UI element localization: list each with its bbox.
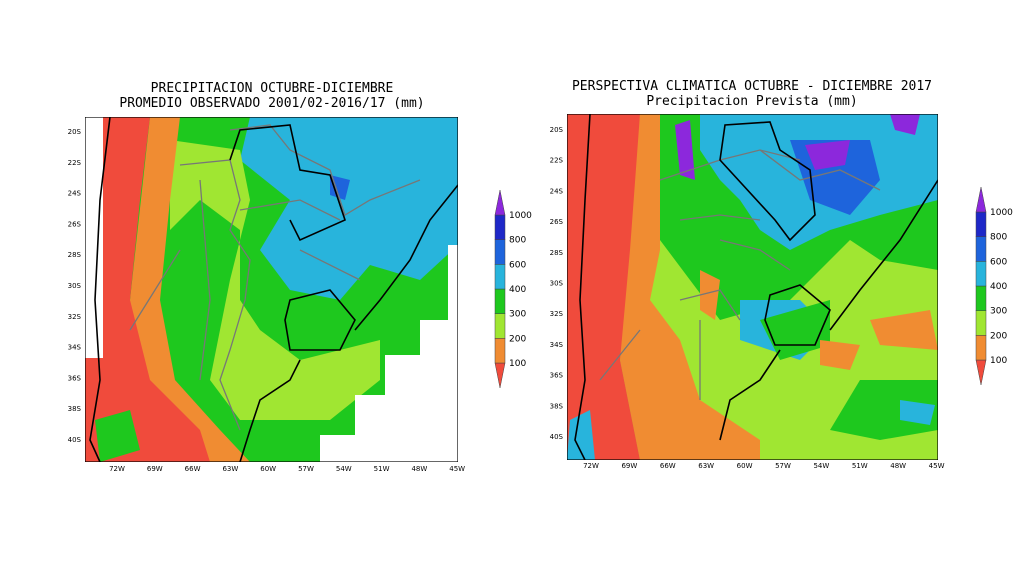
lat-label: 28S [550,249,564,257]
colorbar-segment [494,362,506,389]
colorbar-label: 100 [509,359,526,369]
lat-label: 36S [550,372,564,380]
colorbar-label: 200 [509,334,526,344]
lat-label: 40S [550,433,564,441]
colorbar-segment [975,211,987,237]
lat-label: 28S [68,251,82,259]
colorbar-segment [975,335,987,361]
colorbar-segment [975,236,987,262]
lon-label: 51W [852,462,868,470]
lon-label: 63W [698,462,714,470]
lon-label: 57W [298,465,314,473]
lon-label: 69W [147,465,163,473]
lon-label: 60W [737,462,753,470]
colorbar-segment [975,359,987,386]
map-subtitle: PROMEDIO OBSERVADO 2001/02-2016/17 (mm) [119,96,424,111]
map-title: PERSPECTIVA CLIMATICA OCTUBRE - DICIEMBR… [572,79,932,94]
lat-label: 20S [550,126,564,134]
lat-label: 24S [68,190,82,198]
lon-label: 48W [890,462,906,470]
colorbar-label: 400 [990,282,1007,292]
lat-label: 38S [68,405,82,413]
map-observed [85,117,458,462]
lat-label: 34S [68,344,82,352]
colorbar-segment [494,239,506,265]
lat-label: 40S [68,436,82,444]
colorbar-label: 400 [509,285,526,295]
lat-label: 32S [68,313,82,321]
lat-label: 32S [550,310,564,318]
lat-label: 22S [550,157,564,165]
colorbar-label: 200 [990,331,1007,341]
map-subtitle: Precipitacion Prevista (mm) [646,94,857,109]
lon-label: 72W [583,462,599,470]
lat-label: 22S [68,159,82,167]
colorbar-segment [494,189,506,216]
lon-label: 72W [109,465,125,473]
lat-label: 26S [68,220,82,228]
lon-label: 66W [185,465,201,473]
colorbar-segment [494,264,506,290]
lat-label: 30S [550,280,564,288]
colorbar-segment [494,338,506,364]
colorbar-segment [494,313,506,339]
map-title: PRECIPITACION OCTUBRE-DICIEMBRE [151,81,394,96]
colorbar-segment [494,214,506,240]
colorbar-segment [975,186,987,213]
lat-label: 38S [550,402,564,410]
lat-label: 26S [550,218,564,226]
lat-label: 24S [550,187,564,195]
lon-label: 69W [621,462,637,470]
lon-label: 60W [260,465,276,473]
lon-label: 57W [775,462,791,470]
colorbar-segment [975,310,987,336]
colorbar-segment [494,288,506,314]
lon-label: 48W [411,465,427,473]
map-forecast [567,114,938,460]
lat-label: 20S [68,128,82,136]
lon-label: 45W [449,465,465,473]
colorbar-label: 300 [509,310,526,320]
colorbar-label: 1000 [990,208,1013,218]
colorbar-segment [975,261,987,287]
lon-label: 51W [374,465,390,473]
colorbar-label: 300 [990,307,1007,317]
lon-label: 54W [813,462,829,470]
colorbar-label: 800 [509,236,526,246]
colorbar-label: 600 [990,257,1007,267]
lat-label: 34S [550,341,564,349]
lon-label: 63W [222,465,238,473]
colorbar-label: 100 [990,356,1007,366]
lon-label: 45W [929,462,945,470]
colorbar-label: 600 [509,260,526,270]
colorbar-label: 1000 [509,211,532,221]
lat-label: 36S [68,374,82,382]
colorbar-label: 800 [990,233,1007,243]
lat-label: 30S [68,282,82,290]
colorbar-segment [975,285,987,311]
lon-label: 66W [660,462,676,470]
lon-label: 54W [336,465,352,473]
